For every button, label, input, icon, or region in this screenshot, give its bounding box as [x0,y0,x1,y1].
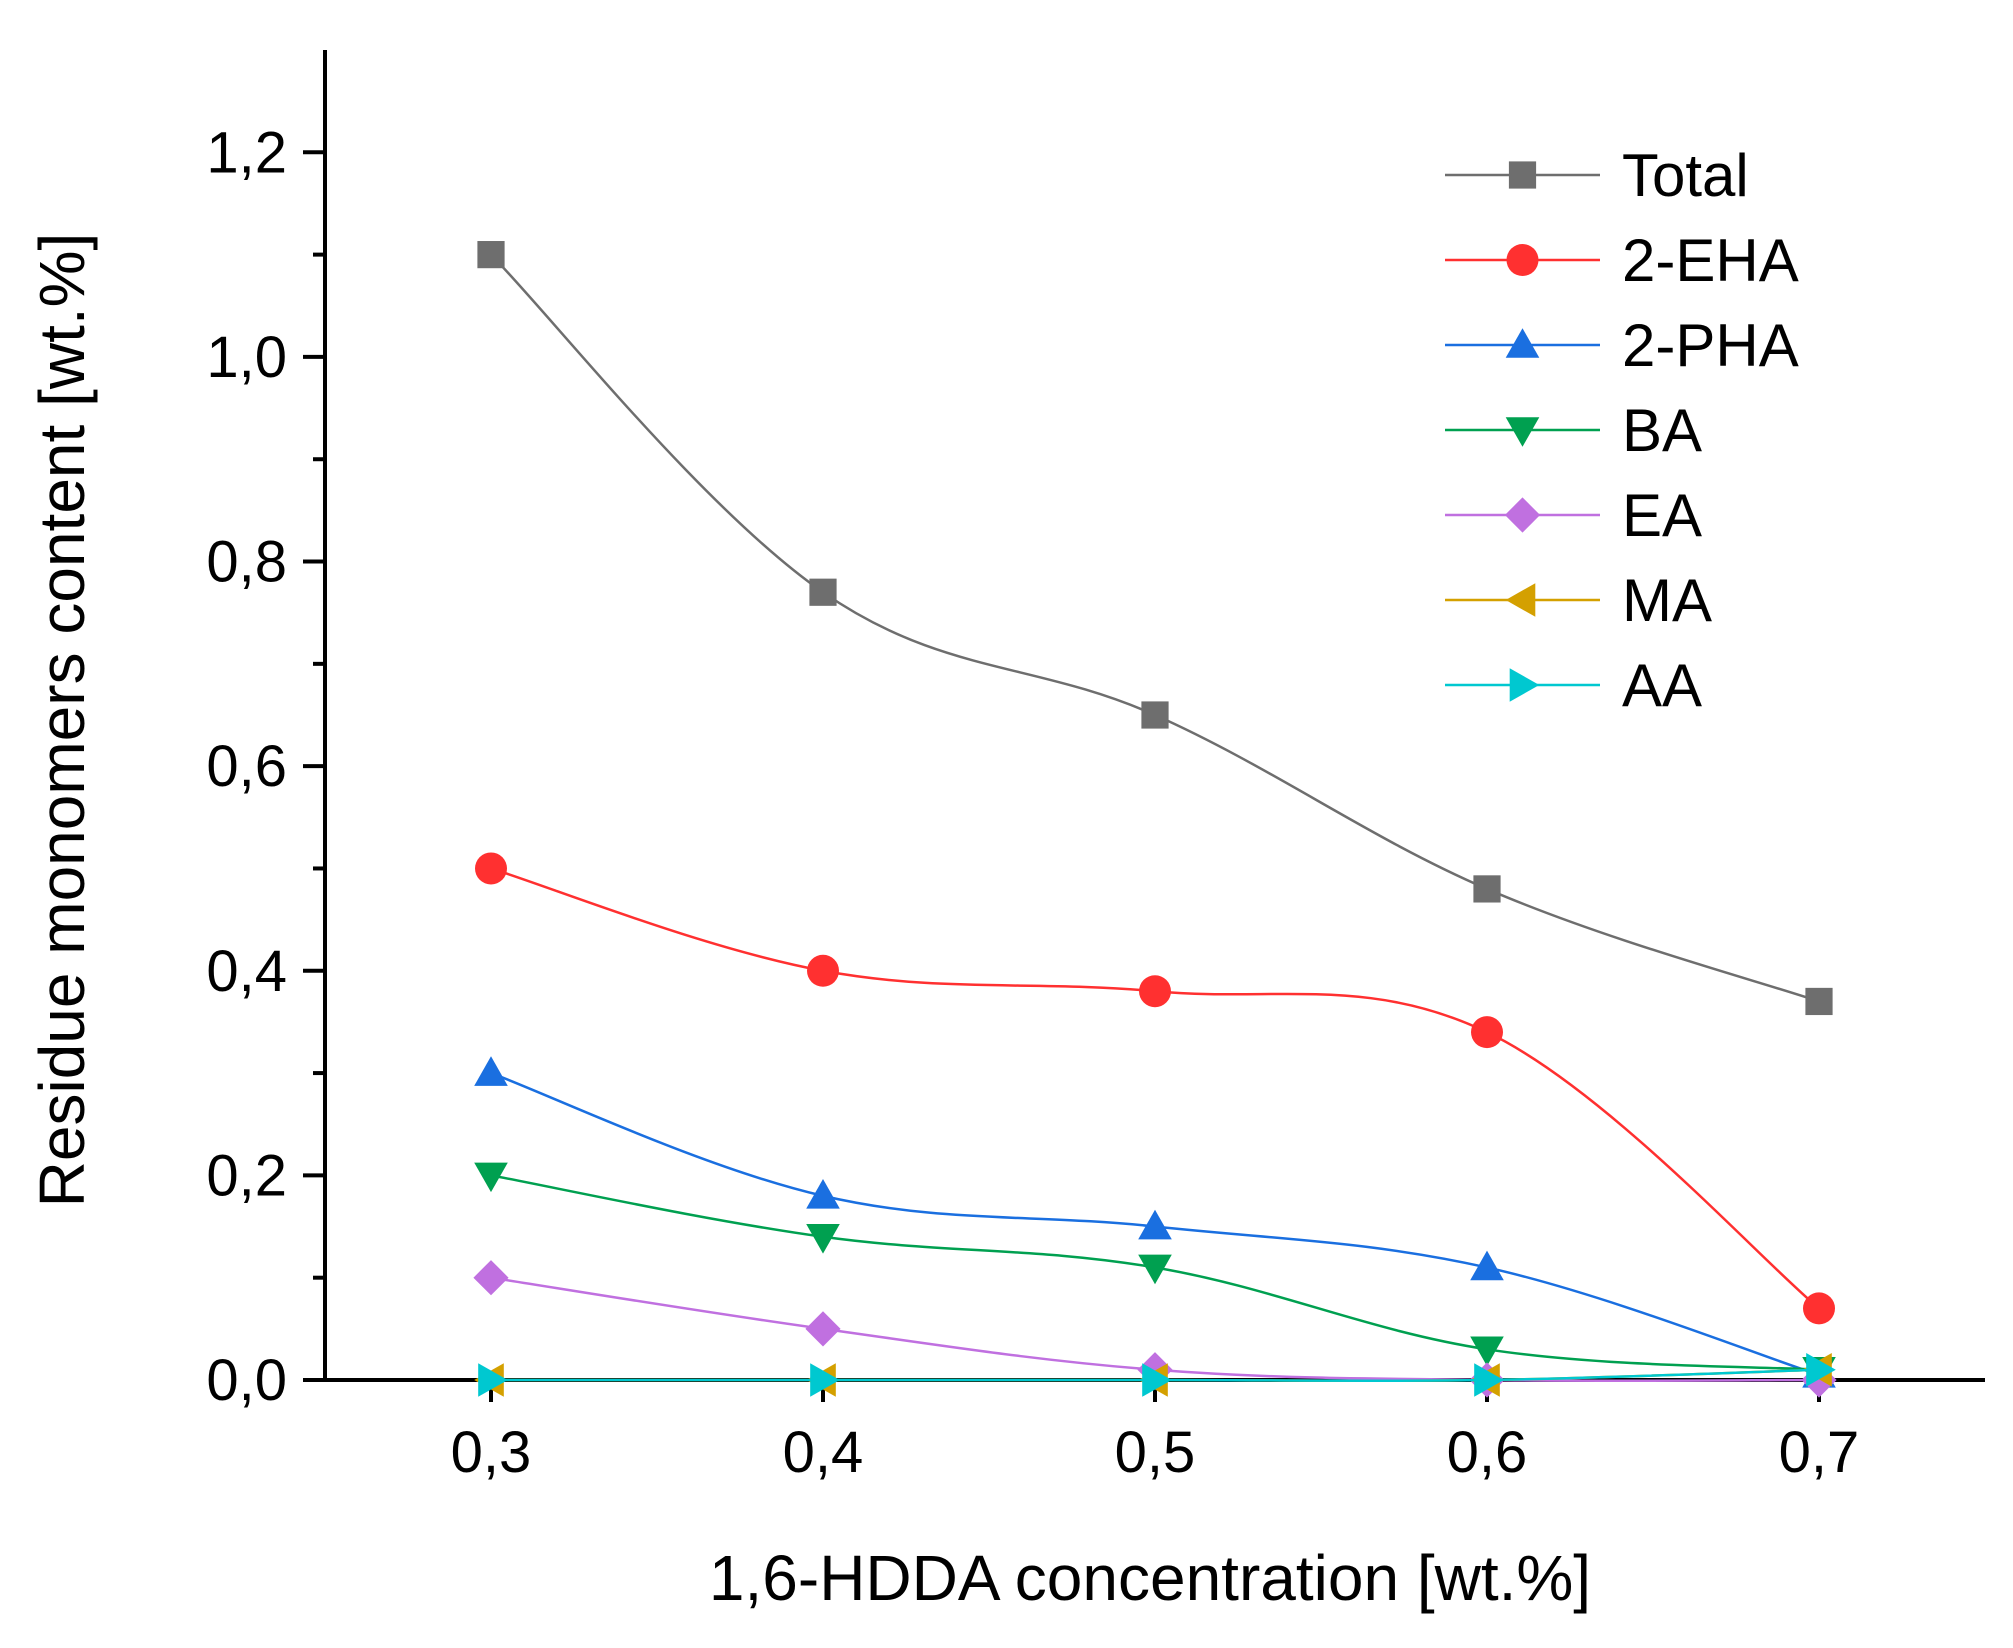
legend-label-ma: MA [1622,567,1712,634]
y-tick-label: 0,0 [206,1348,287,1413]
data-point-ea [805,1311,841,1347]
data-point-aa [1806,1352,1836,1387]
data-point-ea [473,1260,509,1296]
data-point-ba [1138,1254,1172,1285]
legend-entry-2-pha: 2-PHA [1445,312,1799,379]
series-total [477,241,1833,1016]
x-tick-label: 0,4 [783,1420,864,1485]
data-point-aa [478,1363,508,1397]
data-point-2-eha [807,954,839,987]
series-layer [473,241,1837,1398]
y-tick-label: 0,8 [206,530,287,595]
legend-label-ea: EA [1622,482,1702,549]
data-point-2-eha [475,852,507,885]
y-tick-label: 1,0 [206,325,287,390]
data-point-ba [1470,1336,1504,1367]
legend-marker-ea [1504,497,1541,533]
y-tick-label: 1,2 [206,120,287,185]
series-line-2-eha [490,867,1820,1310]
data-point-ea [1801,1362,1837,1398]
data-point-2-pha [1470,1250,1504,1281]
data-point-2-eha [1803,1292,1835,1325]
data-point-2-eha [1139,975,1171,1008]
legend-marker-total [1508,161,1537,189]
y-tick-label: 0,2 [206,1143,287,1208]
legend-label-aa: AA [1622,652,1702,719]
data-point-aa [810,1363,840,1397]
data-point-aa [1142,1363,1172,1397]
legend-label-2-pha: 2-PHA [1622,312,1799,379]
legend-entry-total: Total [1445,142,1749,209]
x-tick-label: 0,5 [1115,1420,1196,1485]
legend-entry-ma: MA [1445,567,1712,634]
series-2-eha [475,852,1835,1325]
legend: Total 2-EHA 2-PHA BA EA MA AA [1445,142,1799,719]
x-tick-label: 0,7 [1779,1420,1860,1485]
legend-marker-ba [1505,417,1540,447]
legend-marker-ma [1505,583,1536,617]
x-axis-title: 1,6-HDDA concentration [wt.%] [709,1542,1591,1614]
legend-entry-ba: BA [1445,397,1702,464]
data-point-2-pha [474,1056,508,1086]
series-aa [478,1352,1836,1397]
legend-marker-aa [1509,668,1540,702]
series-2-pha [474,1056,1836,1388]
legend-marker-2-eha [1506,244,1539,276]
data-point-total [1473,875,1501,903]
data-point-total [1141,701,1169,729]
data-point-total [477,241,505,269]
legend-entry-ea: EA [1445,482,1702,549]
data-point-ba [474,1162,508,1193]
axes: 0,0 0,2 0,4 0,6 0,8 1,0 1,2 0,3 0,4 0,5 0,6 0,7 [206,50,1985,1485]
y-tick-label: 0,6 [206,734,287,799]
y-axis-title: Residue monomers content [wt.%] [26,233,98,1208]
y-tick-label: 0,4 [206,939,287,1004]
x-tick-label: 0,6 [1447,1420,1528,1485]
data-point-2-eha [1471,1016,1503,1049]
legend-entry-aa: AA [1445,652,1702,719]
legend-label-2-eha: 2-EHA [1622,227,1799,294]
data-point-aa [1474,1363,1504,1397]
legend-marker-2-pha [1505,328,1540,358]
legend-label-ba: BA [1622,397,1702,464]
series-line-total [490,253,1820,1003]
legend-label-total: Total [1622,142,1749,209]
data-point-2-pha [806,1179,840,1209]
data-point-total [809,578,837,606]
legend-entry-2-eha: 2-EHA [1445,227,1799,294]
x-tick-label: 0,3 [451,1420,532,1485]
data-point-2-pha [1138,1209,1172,1240]
data-point-total [1805,987,1833,1016]
data-point-ba [806,1223,840,1254]
